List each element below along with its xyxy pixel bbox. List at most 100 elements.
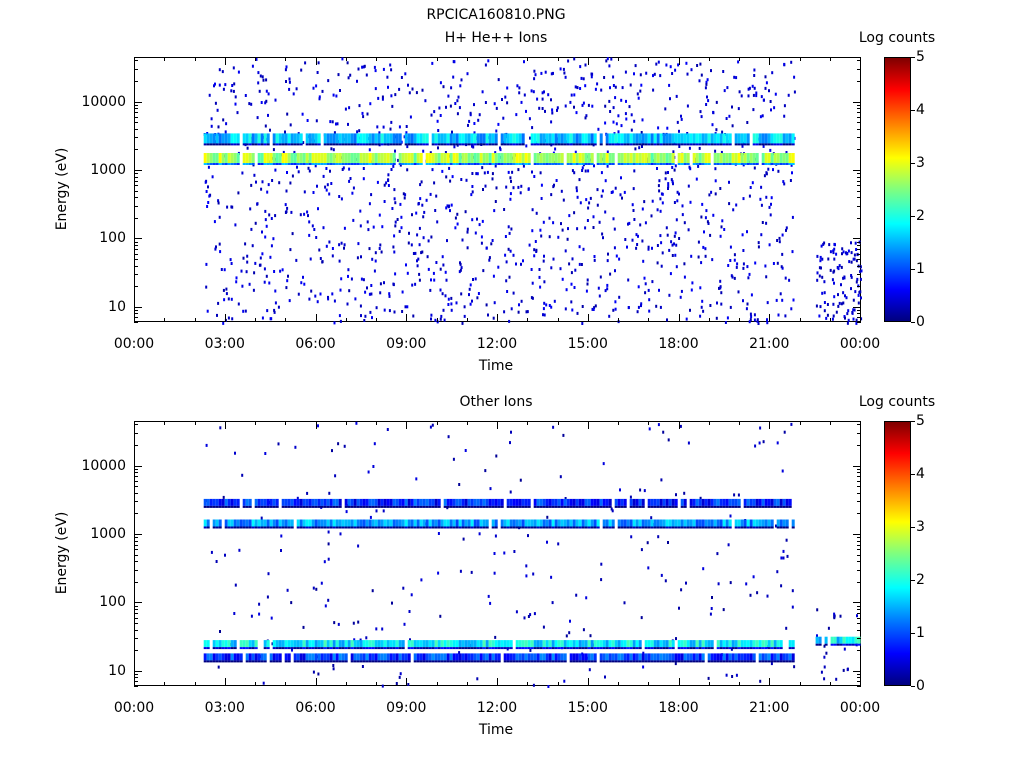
band-edge-cell bbox=[755, 143, 759, 146]
band-cell bbox=[203, 153, 207, 163]
band-edge-cell bbox=[554, 505, 558, 508]
band-edge-cell bbox=[650, 660, 654, 663]
band-edge-cell bbox=[728, 143, 732, 146]
band-cell bbox=[263, 498, 267, 506]
background-count-cell bbox=[550, 575, 553, 579]
background-count-cell bbox=[600, 562, 603, 566]
band-cell bbox=[296, 153, 300, 163]
band-edge-cell bbox=[560, 143, 564, 146]
band-cell bbox=[287, 640, 291, 648]
band-cell bbox=[203, 498, 207, 506]
band-cell bbox=[383, 153, 387, 163]
band-edge-cell bbox=[638, 660, 642, 663]
band-cell bbox=[296, 133, 300, 144]
band-edge-cell bbox=[431, 505, 435, 508]
background-count-cell bbox=[630, 113, 633, 117]
background-count-cell bbox=[315, 236, 318, 239]
background-count-cell bbox=[354, 297, 357, 301]
band-edge-cell bbox=[341, 647, 345, 650]
band-edge-cell bbox=[737, 505, 741, 508]
band-edge-cell bbox=[311, 526, 315, 529]
x-minor-tick bbox=[255, 57, 256, 61]
y-minor-tick bbox=[857, 173, 861, 175]
band-edge-cell bbox=[758, 143, 762, 146]
band-cell bbox=[206, 640, 210, 648]
band-cell bbox=[521, 519, 525, 527]
background-count-cell bbox=[700, 115, 703, 119]
band-edge-cell bbox=[377, 526, 381, 529]
background-count-cell bbox=[656, 208, 659, 212]
band-edge-cell bbox=[356, 647, 360, 650]
background-count-cell bbox=[477, 292, 480, 295]
band-edge-cell bbox=[656, 163, 660, 165]
band-edge-cell bbox=[278, 647, 282, 650]
background-count-cell bbox=[547, 93, 550, 97]
band-edge-cell bbox=[344, 163, 348, 165]
band-edge-cell bbox=[695, 505, 699, 508]
background-count-cell bbox=[235, 276, 238, 280]
band-cell bbox=[266, 133, 270, 144]
band-edge-cell bbox=[269, 660, 273, 663]
y-minor-tick bbox=[134, 569, 138, 571]
background-count-cell bbox=[495, 186, 498, 190]
band-edge-cell bbox=[485, 163, 489, 165]
background-count-cell bbox=[435, 261, 438, 264]
band-edge-cell bbox=[695, 163, 699, 165]
band-cell bbox=[677, 519, 681, 527]
band-edge-cell bbox=[653, 163, 657, 165]
background-count-cell bbox=[267, 113, 269, 117]
background-count-cell bbox=[766, 318, 768, 322]
background-count-cell bbox=[675, 218, 678, 222]
band-cell bbox=[695, 498, 699, 506]
background-count-cell bbox=[434, 318, 437, 322]
background-count-cell bbox=[760, 233, 763, 237]
band-cell bbox=[464, 498, 468, 506]
background-count-cell bbox=[762, 144, 765, 148]
background-count-cell bbox=[785, 151, 788, 154]
band-cell bbox=[278, 133, 282, 144]
band-edge-cell bbox=[377, 143, 381, 146]
band-cell bbox=[311, 653, 315, 661]
band-cell bbox=[788, 640, 792, 648]
band-edge-cell bbox=[557, 526, 561, 529]
background-count-cell bbox=[405, 131, 408, 135]
background-count-cell bbox=[542, 259, 545, 263]
x-tick-label: 12:00 bbox=[476, 700, 518, 716]
y-minor-tick bbox=[134, 108, 138, 110]
background-count-cell bbox=[523, 93, 526, 97]
band-edge-cell bbox=[434, 163, 438, 165]
background-count-cell bbox=[362, 278, 365, 282]
background-count-cell bbox=[688, 146, 691, 150]
band-cell bbox=[419, 498, 423, 506]
background-count-cell bbox=[823, 241, 826, 245]
band-edge-cell bbox=[311, 660, 315, 663]
band-edge-cell bbox=[659, 505, 663, 508]
band-edge-cell bbox=[458, 505, 462, 508]
y-minor-tick bbox=[857, 581, 861, 583]
band-edge-cell bbox=[368, 505, 372, 508]
background-count-cell bbox=[361, 65, 364, 69]
band-edge-cell bbox=[746, 505, 750, 508]
band-cell bbox=[506, 519, 510, 527]
band-cell bbox=[332, 153, 336, 163]
band-edge-cell bbox=[497, 660, 501, 663]
background-count-cell bbox=[781, 469, 784, 473]
background-count-cell bbox=[748, 86, 751, 90]
band-edge-cell bbox=[473, 660, 477, 663]
background-count-cell bbox=[248, 282, 251, 286]
band-cell bbox=[392, 498, 396, 506]
band-cell bbox=[416, 519, 420, 527]
band-edge-cell bbox=[626, 143, 630, 146]
background-count-cell bbox=[494, 164, 497, 168]
background-count-cell bbox=[409, 115, 412, 119]
background-count-cell bbox=[784, 314, 787, 318]
background-count-cell bbox=[274, 214, 277, 218]
band-cell bbox=[584, 519, 588, 527]
x-major-tick bbox=[497, 314, 498, 322]
background-count-cell bbox=[434, 209, 437, 212]
band-edge-cell bbox=[704, 505, 708, 508]
band-edge-cell bbox=[776, 660, 780, 663]
band-cell bbox=[740, 133, 744, 144]
band-edge-cell bbox=[374, 143, 378, 146]
background-count-cell bbox=[548, 216, 551, 220]
